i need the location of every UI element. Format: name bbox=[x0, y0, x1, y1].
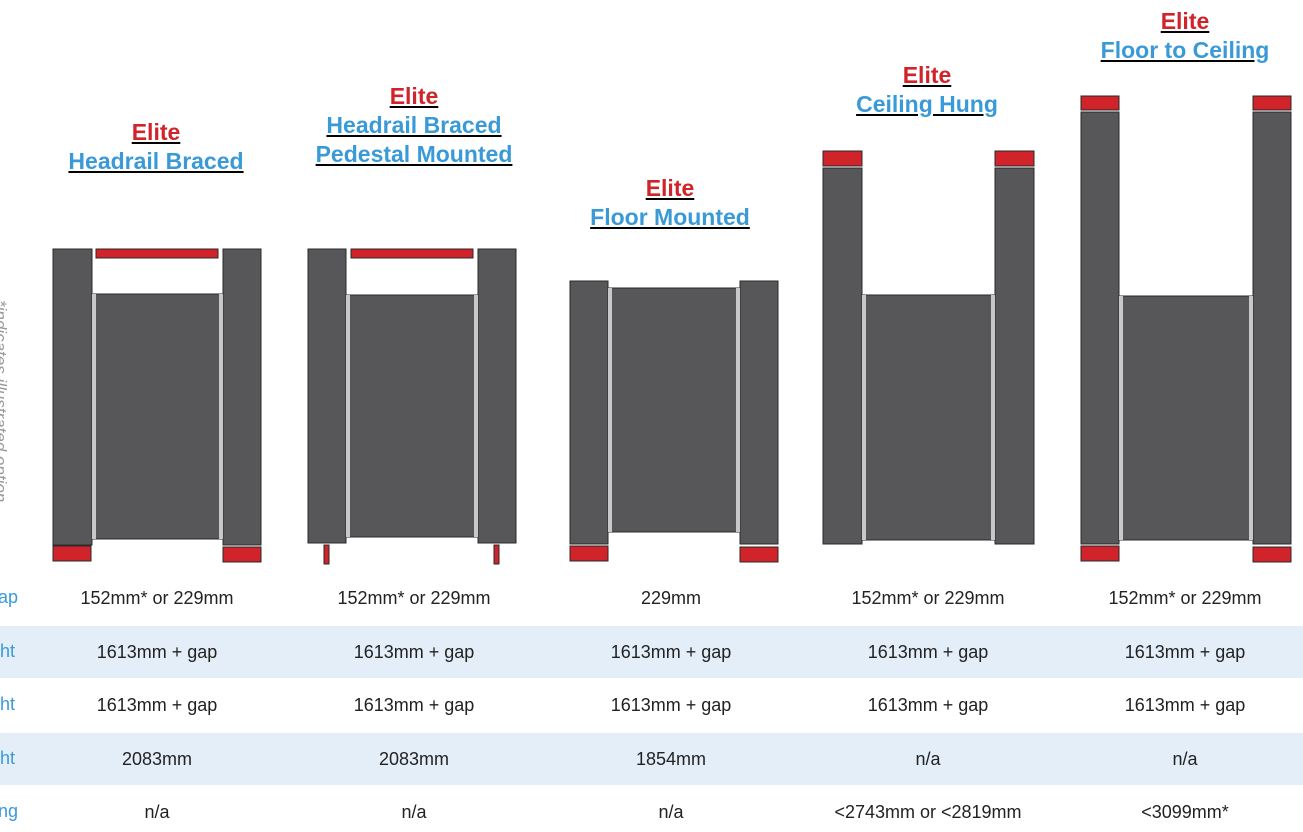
red-headrail bbox=[350, 248, 474, 259]
spec-cell: 1854mm bbox=[635, 749, 707, 769]
hinge-gap bbox=[736, 288, 740, 532]
spec-cell: 152mm* or 229mm bbox=[80, 588, 234, 608]
spec-cell: n/a bbox=[401, 802, 427, 822]
red-ceiling-left bbox=[1080, 95, 1120, 111]
pilaster-right bbox=[222, 248, 262, 546]
option-title-name: Headrail Braced bbox=[326, 112, 502, 138]
hinge-gap bbox=[92, 294, 96, 539]
option-title-3[interactable]: Elite Floor Mounted bbox=[590, 174, 750, 232]
spec-cell: 1613mm + gap bbox=[353, 642, 475, 662]
option-title-name: Floor to Ceiling bbox=[1100, 37, 1270, 63]
red-shoe-left bbox=[569, 545, 609, 562]
pilaster-right bbox=[994, 167, 1035, 545]
pilaster-right bbox=[477, 248, 517, 544]
hinge-gap bbox=[1249, 296, 1253, 540]
option-title-name: Ceiling Hung bbox=[856, 91, 998, 117]
row-label: ht bbox=[0, 748, 16, 768]
row-label: ht bbox=[0, 694, 16, 714]
diagram-ceiling-hung bbox=[822, 150, 1035, 545]
spec-cell: <3099mm* bbox=[1141, 802, 1229, 822]
pilaster-left bbox=[307, 248, 347, 544]
spec-cell: 152mm* or 229mm bbox=[337, 588, 491, 608]
spec-cell: n/a bbox=[658, 802, 684, 822]
option-title-sub: Pedestal Mounted bbox=[315, 141, 513, 167]
diagram-pedestal-mounted bbox=[307, 248, 517, 565]
red-ceiling-left bbox=[822, 150, 863, 167]
hinge-gap bbox=[219, 294, 223, 539]
hinge-gap bbox=[346, 295, 350, 537]
hinge-gap bbox=[1119, 296, 1123, 540]
row-band bbox=[0, 733, 1303, 785]
hinge-gap bbox=[608, 288, 612, 532]
diagram-headrail-braced bbox=[52, 248, 262, 563]
partition-diagrams bbox=[52, 95, 1292, 565]
door-panel bbox=[861, 294, 996, 541]
option-title-2[interactable]: Elite Headrail Braced Pedestal Mounted bbox=[316, 82, 513, 169]
spec-cell: 1613mm + gap bbox=[1124, 642, 1246, 662]
spec-cell: 1613mm + gap bbox=[96, 642, 218, 662]
spec-cell: 1613mm + gap bbox=[610, 695, 732, 715]
red-ceiling-right bbox=[1252, 95, 1292, 111]
red-shoe-right bbox=[1252, 546, 1292, 563]
spec-cell: 1613mm + gap bbox=[96, 695, 218, 715]
hinge-gap bbox=[474, 295, 478, 537]
spec-cell: n/a bbox=[144, 802, 170, 822]
spec-cell: <2743mm or <2819mm bbox=[834, 802, 1022, 822]
spec-cell: 1613mm + gap bbox=[867, 695, 989, 715]
row-band bbox=[0, 626, 1303, 678]
pilaster-left bbox=[822, 167, 863, 545]
red-shoe-left bbox=[1080, 545, 1120, 562]
door-panel bbox=[1118, 295, 1254, 541]
option-title-name: Floor Mounted bbox=[590, 204, 750, 230]
door-panel bbox=[607, 287, 741, 533]
option-title-brand: Elite bbox=[131, 119, 181, 145]
spec-cell: 1613mm + gap bbox=[353, 695, 475, 715]
option-title-brand: Elite bbox=[389, 83, 439, 109]
red-shoe-right bbox=[739, 546, 779, 563]
diagram-floor-mounted bbox=[569, 280, 779, 563]
spec-cell: n/a bbox=[915, 749, 941, 769]
spec-cell: 1613mm + gap bbox=[867, 642, 989, 662]
pilaster-left bbox=[52, 248, 93, 546]
red-ceiling-right bbox=[994, 150, 1035, 167]
option-title-4[interactable]: Elite Ceiling Hung bbox=[856, 61, 998, 119]
option-title-brand: Elite bbox=[645, 175, 695, 201]
red-headrail bbox=[95, 248, 219, 259]
pilaster-left bbox=[569, 280, 609, 545]
option-title-5[interactable]: Elite Floor to Ceiling bbox=[1101, 7, 1270, 65]
pilaster-right bbox=[1252, 111, 1292, 545]
diagram-floor-to-ceiling bbox=[1080, 95, 1292, 563]
door-panel bbox=[91, 293, 224, 540]
spec-cell: 152mm* or 229mm bbox=[851, 588, 1005, 608]
option-title-name: Headrail Braced bbox=[68, 148, 244, 174]
pilaster-right bbox=[739, 280, 779, 545]
row-label: ap bbox=[0, 587, 18, 607]
pilaster-left bbox=[1080, 111, 1120, 545]
red-pedestal-left bbox=[323, 544, 330, 565]
door-panel bbox=[345, 294, 479, 538]
spec-cell: 2083mm bbox=[121, 749, 193, 769]
red-pedestal-right bbox=[493, 544, 500, 565]
spec-cell: 229mm bbox=[640, 588, 702, 608]
option-title-brand: Elite bbox=[1160, 8, 1210, 34]
option-title-brand: Elite bbox=[902, 62, 952, 88]
spec-cell: 2083mm bbox=[378, 749, 450, 769]
spec-cell: n/a bbox=[1172, 749, 1198, 769]
spec-cell: 1613mm + gap bbox=[610, 642, 732, 662]
row-label: ht bbox=[0, 641, 16, 661]
spec-cell: 1613mm + gap bbox=[1124, 695, 1246, 715]
row-label: ng bbox=[0, 801, 18, 821]
option-title-1[interactable]: Elite Headrail Braced bbox=[68, 118, 243, 176]
hinge-gap bbox=[991, 295, 995, 540]
hinge-gap bbox=[862, 295, 866, 540]
spec-cell: 152mm* or 229mm bbox=[1108, 588, 1262, 608]
red-shoe-left bbox=[52, 545, 92, 562]
red-shoe-right bbox=[222, 546, 262, 563]
